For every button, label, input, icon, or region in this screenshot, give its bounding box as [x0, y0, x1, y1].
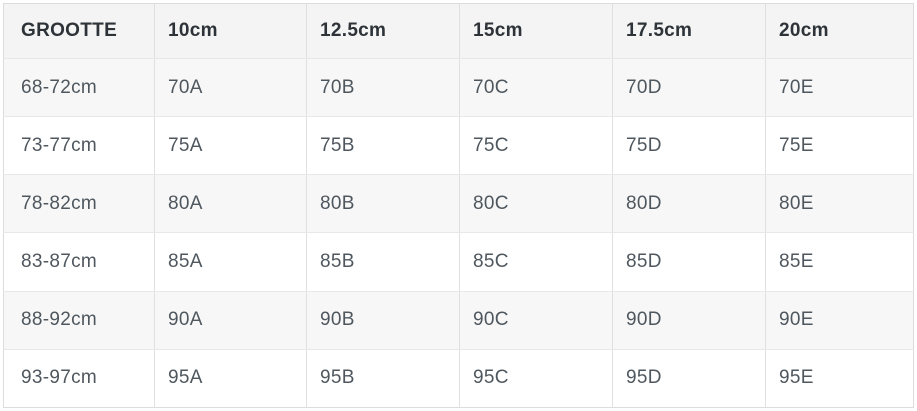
column-header-17-5cm: 17.5cm: [612, 3, 766, 59]
size-cell: 75E: [765, 116, 914, 176]
row-header-cell: 83-87cm: [3, 232, 155, 292]
row-header-cell: 68-72cm: [3, 58, 155, 118]
size-cell: 70D: [612, 58, 766, 118]
size-cell: 95D: [612, 349, 766, 408]
column-header-20cm: 20cm: [765, 3, 914, 59]
size-cell: 85A: [154, 232, 307, 292]
size-cell: 85D: [612, 232, 766, 292]
size-cell: 75D: [612, 116, 766, 176]
row-header-cell: 73-77cm: [3, 116, 155, 176]
size-cell: 70E: [765, 58, 914, 118]
size-cell: 90C: [459, 291, 613, 350]
table-row: 73-77cm 75A 75B 75C 75D 75E: [3, 116, 914, 176]
size-cell: 70C: [459, 58, 613, 118]
size-cell: 75B: [306, 116, 460, 176]
table-row: 68-72cm 70A 70B 70C 70D 70E: [3, 58, 914, 118]
size-cell: 90E: [765, 291, 914, 350]
column-header-15cm: 15cm: [459, 3, 613, 59]
size-cell: 90B: [306, 291, 460, 350]
size-cell: 75C: [459, 116, 613, 176]
table-row: 83-87cm 85A 85B 85C 85D 85E: [3, 232, 914, 292]
size-cell: 95B: [306, 349, 460, 408]
size-chart-container: GROOTTE 10cm 12.5cm 15cm 17.5cm 20cm 68-…: [3, 3, 914, 408]
size-cell: 80C: [459, 174, 613, 234]
table-row: 78-82cm 80A 80B 80C 80D 80E: [3, 174, 914, 234]
size-cell: 80A: [154, 174, 307, 234]
row-header-cell: 93-97cm: [3, 349, 155, 408]
size-cell: 85E: [765, 232, 914, 292]
size-cell: 95C: [459, 349, 613, 408]
size-cell: 80E: [765, 174, 914, 234]
table-header-row: GROOTTE 10cm 12.5cm 15cm 17.5cm 20cm: [3, 3, 914, 59]
size-cell: 80B: [306, 174, 460, 234]
size-cell: 90A: [154, 291, 307, 350]
size-chart-table: GROOTTE 10cm 12.5cm 15cm 17.5cm 20cm 68-…: [3, 3, 914, 408]
size-cell: 85B: [306, 232, 460, 292]
size-cell: 95A: [154, 349, 307, 408]
table-row: 88-92cm 90A 90B 90C 90D 90E: [3, 291, 914, 350]
size-cell: 70A: [154, 58, 307, 118]
table-row: 93-97cm 95A 95B 95C 95D 95E: [3, 349, 914, 408]
row-header-cell: 78-82cm: [3, 174, 155, 234]
row-header-cell: 88-92cm: [3, 291, 155, 350]
column-header-12-5cm: 12.5cm: [306, 3, 460, 59]
size-cell: 70B: [306, 58, 460, 118]
size-cell: 75A: [154, 116, 307, 176]
column-header-grootte: GROOTTE: [3, 3, 155, 59]
size-cell: 90D: [612, 291, 766, 350]
size-cell: 80D: [612, 174, 766, 234]
column-header-10cm: 10cm: [154, 3, 307, 59]
size-cell: 95E: [765, 349, 914, 408]
size-cell: 85C: [459, 232, 613, 292]
